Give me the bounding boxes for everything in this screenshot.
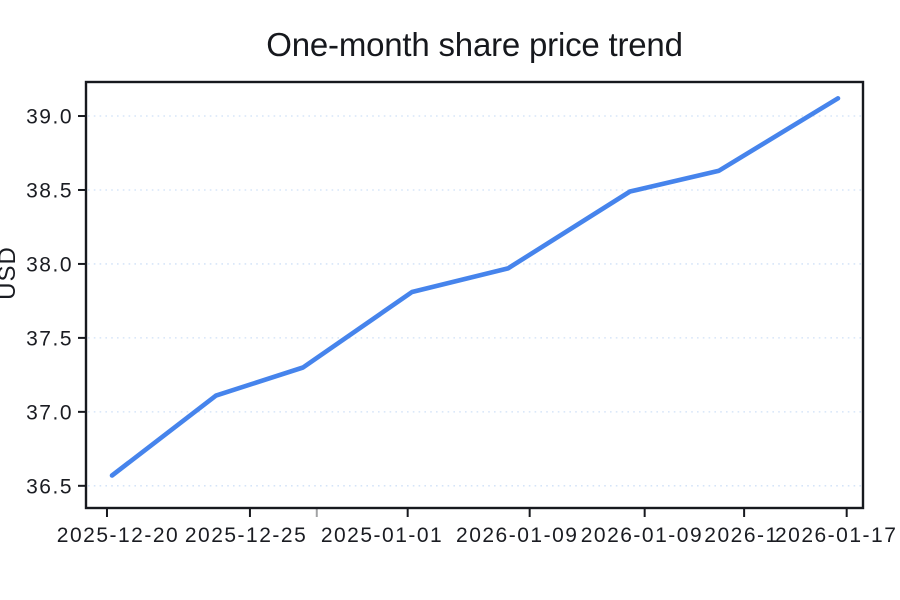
x-axis-tick-label: 2026-01-09 — [456, 524, 578, 547]
y-axis-tick-label: 39.0 — [26, 106, 73, 129]
y-axis-tick-label: 37.0 — [26, 401, 73, 424]
x-axis-tick-label: 2025-12-25 — [185, 524, 307, 547]
x-axis-tick-label: 2025-01-01 — [321, 524, 443, 547]
y-axis-tick-label: 36.5 — [26, 475, 73, 498]
x-axis-tick-label: 2026-1 — [704, 524, 778, 547]
chart-title: One-month share price trend — [266, 26, 683, 63]
price-line-series — [109, 96, 841, 478]
x-axis-tick-label: 2026-01-17 — [775, 524, 897, 547]
x-axis-tick-label: 2026-01-09 — [581, 524, 703, 547]
y-axis-tick-label: 38.0 — [26, 253, 73, 276]
y-axis-tick-label: 38.5 — [26, 179, 73, 202]
y-axis-label: USD — [0, 246, 21, 300]
x-axis-tick-label: 2025-12-20 — [57, 524, 179, 547]
y-axis-tick-label: 37.5 — [26, 327, 73, 350]
plot-border — [84, 80, 865, 510]
